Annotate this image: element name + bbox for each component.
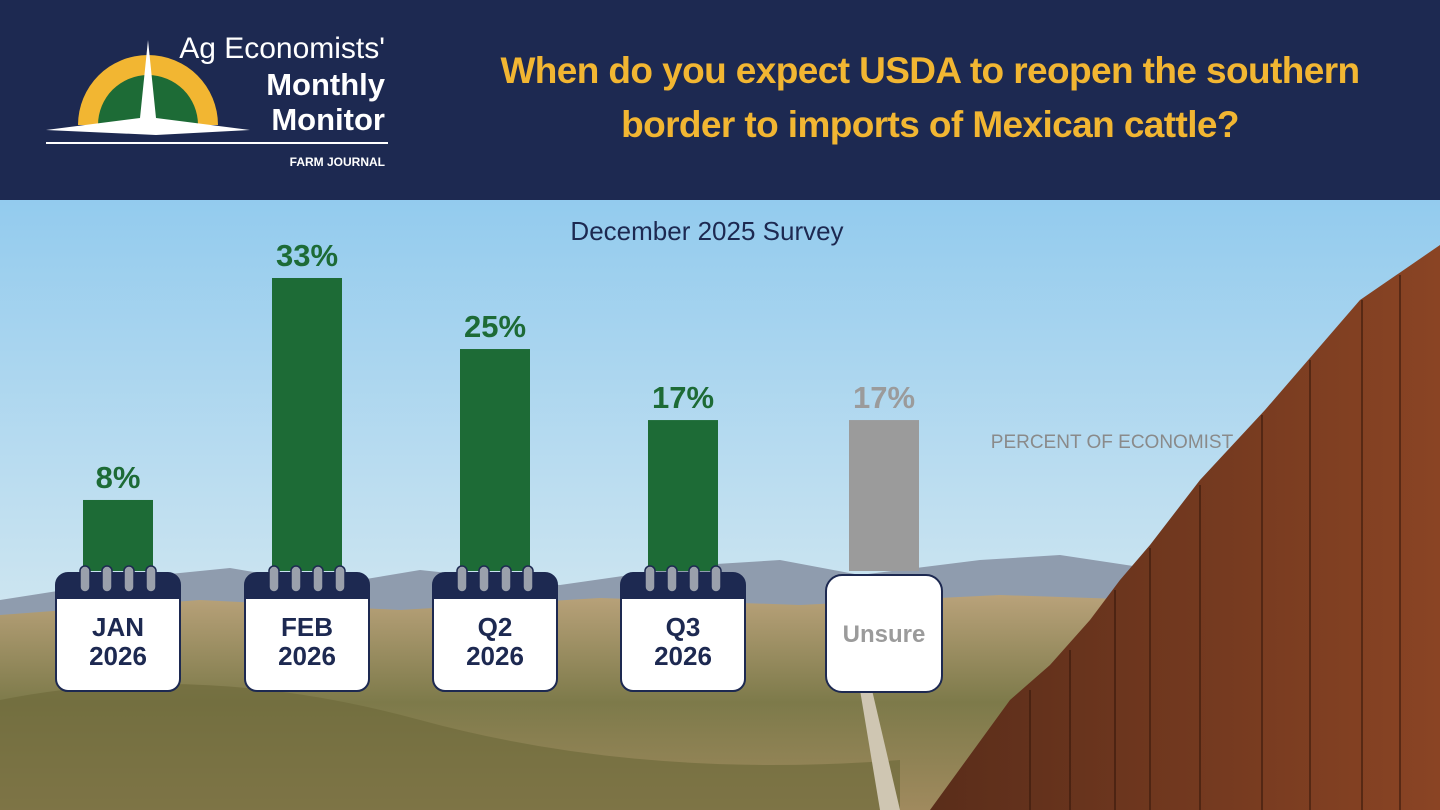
logo-text: Monthly [266, 67, 386, 102]
calendar-ring [644, 565, 656, 593]
bar [83, 499, 153, 571]
calendar-header [56, 573, 180, 599]
x-tick-label: 2026 [278, 641, 336, 671]
calendar-ring [688, 565, 700, 593]
road [860, 690, 900, 810]
calendar-ring [666, 565, 678, 593]
calendar-ring [334, 565, 346, 593]
x-tick-label: 2026 [89, 641, 147, 671]
x-tick-label: FEB [281, 612, 333, 642]
logo-text: Ag Economists' [179, 32, 385, 65]
calendar-ring [456, 565, 468, 593]
calendar-ring [79, 565, 91, 593]
chart-title: When do you expect USDA to reopen the so… [500, 50, 1360, 145]
header-band [0, 0, 1440, 200]
x-tick-label: Q2 [478, 612, 513, 642]
calendar-ring [522, 565, 534, 593]
bar [460, 349, 530, 571]
value-label: 25% [464, 309, 526, 344]
shrubs [0, 684, 900, 810]
bar [648, 420, 718, 571]
chart-subtitle: December 2025 Survey [570, 216, 843, 246]
calendar-ring [290, 565, 302, 593]
border-fence [930, 245, 1440, 810]
x-tick-label: 2026 [654, 641, 712, 671]
value-label: 33% [276, 238, 338, 273]
value-label: 17% [853, 380, 915, 415]
publisher: FARM JOURNAL [290, 155, 385, 169]
bar [849, 420, 919, 571]
calendar-ring [101, 565, 113, 593]
calendar-ring [710, 565, 722, 593]
x-tick-label: JAN [92, 612, 144, 642]
calendar-ring [478, 565, 490, 593]
calendar-header [621, 573, 745, 599]
calendar-ring [312, 565, 324, 593]
x-tick-label: 2026 [466, 641, 524, 671]
fence-posts [1029, 275, 1401, 810]
x-tick-label: Q3 [666, 612, 701, 642]
value-label: 8% [96, 460, 141, 495]
calendar-header [433, 573, 557, 599]
calendar-ring [500, 565, 512, 593]
calendar-ring [145, 565, 157, 593]
calendar-ring [268, 565, 280, 593]
bar [272, 278, 342, 571]
calendar-header [245, 573, 369, 599]
logo: Ag Economists' Monthly Monitor FARM JOUR… [46, 32, 388, 169]
value-label: 17% [652, 380, 714, 415]
logo-text: Monitor [271, 102, 385, 137]
x-tick-label: Unsure [843, 621, 926, 648]
annotation: PERCENT OF ECONOMIST [991, 432, 1234, 453]
answer-box [825, 574, 943, 693]
calendar-ring [123, 565, 135, 593]
